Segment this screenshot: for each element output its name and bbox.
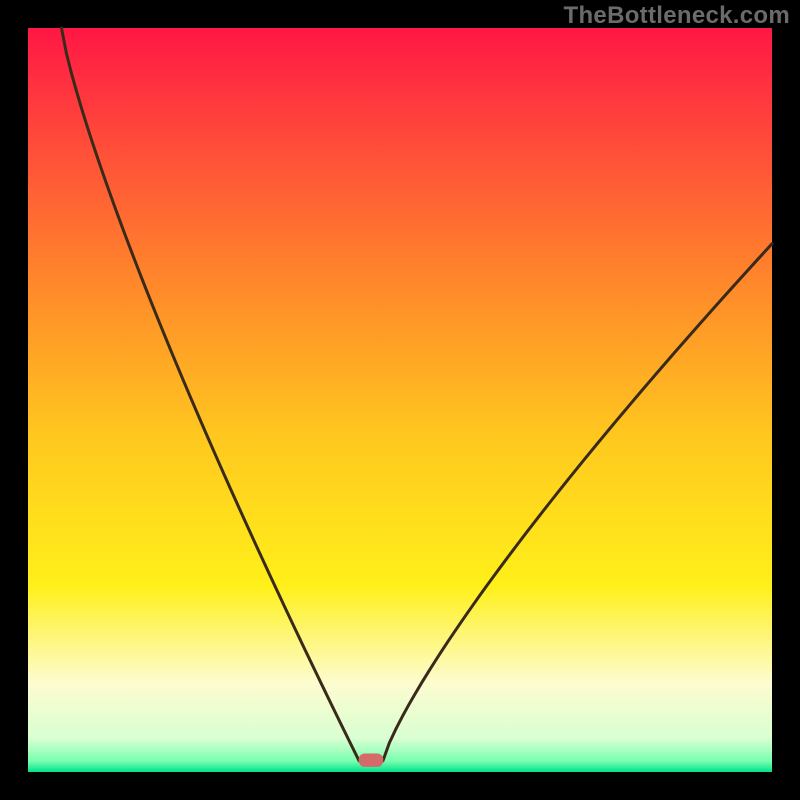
- plot-background: [28, 28, 772, 772]
- bottleneck-chart: [0, 0, 800, 800]
- watermark-text: TheBottleneck.com: [564, 2, 790, 30]
- optimal-point-marker: [359, 753, 384, 766]
- chart-frame: [0, 0, 800, 800]
